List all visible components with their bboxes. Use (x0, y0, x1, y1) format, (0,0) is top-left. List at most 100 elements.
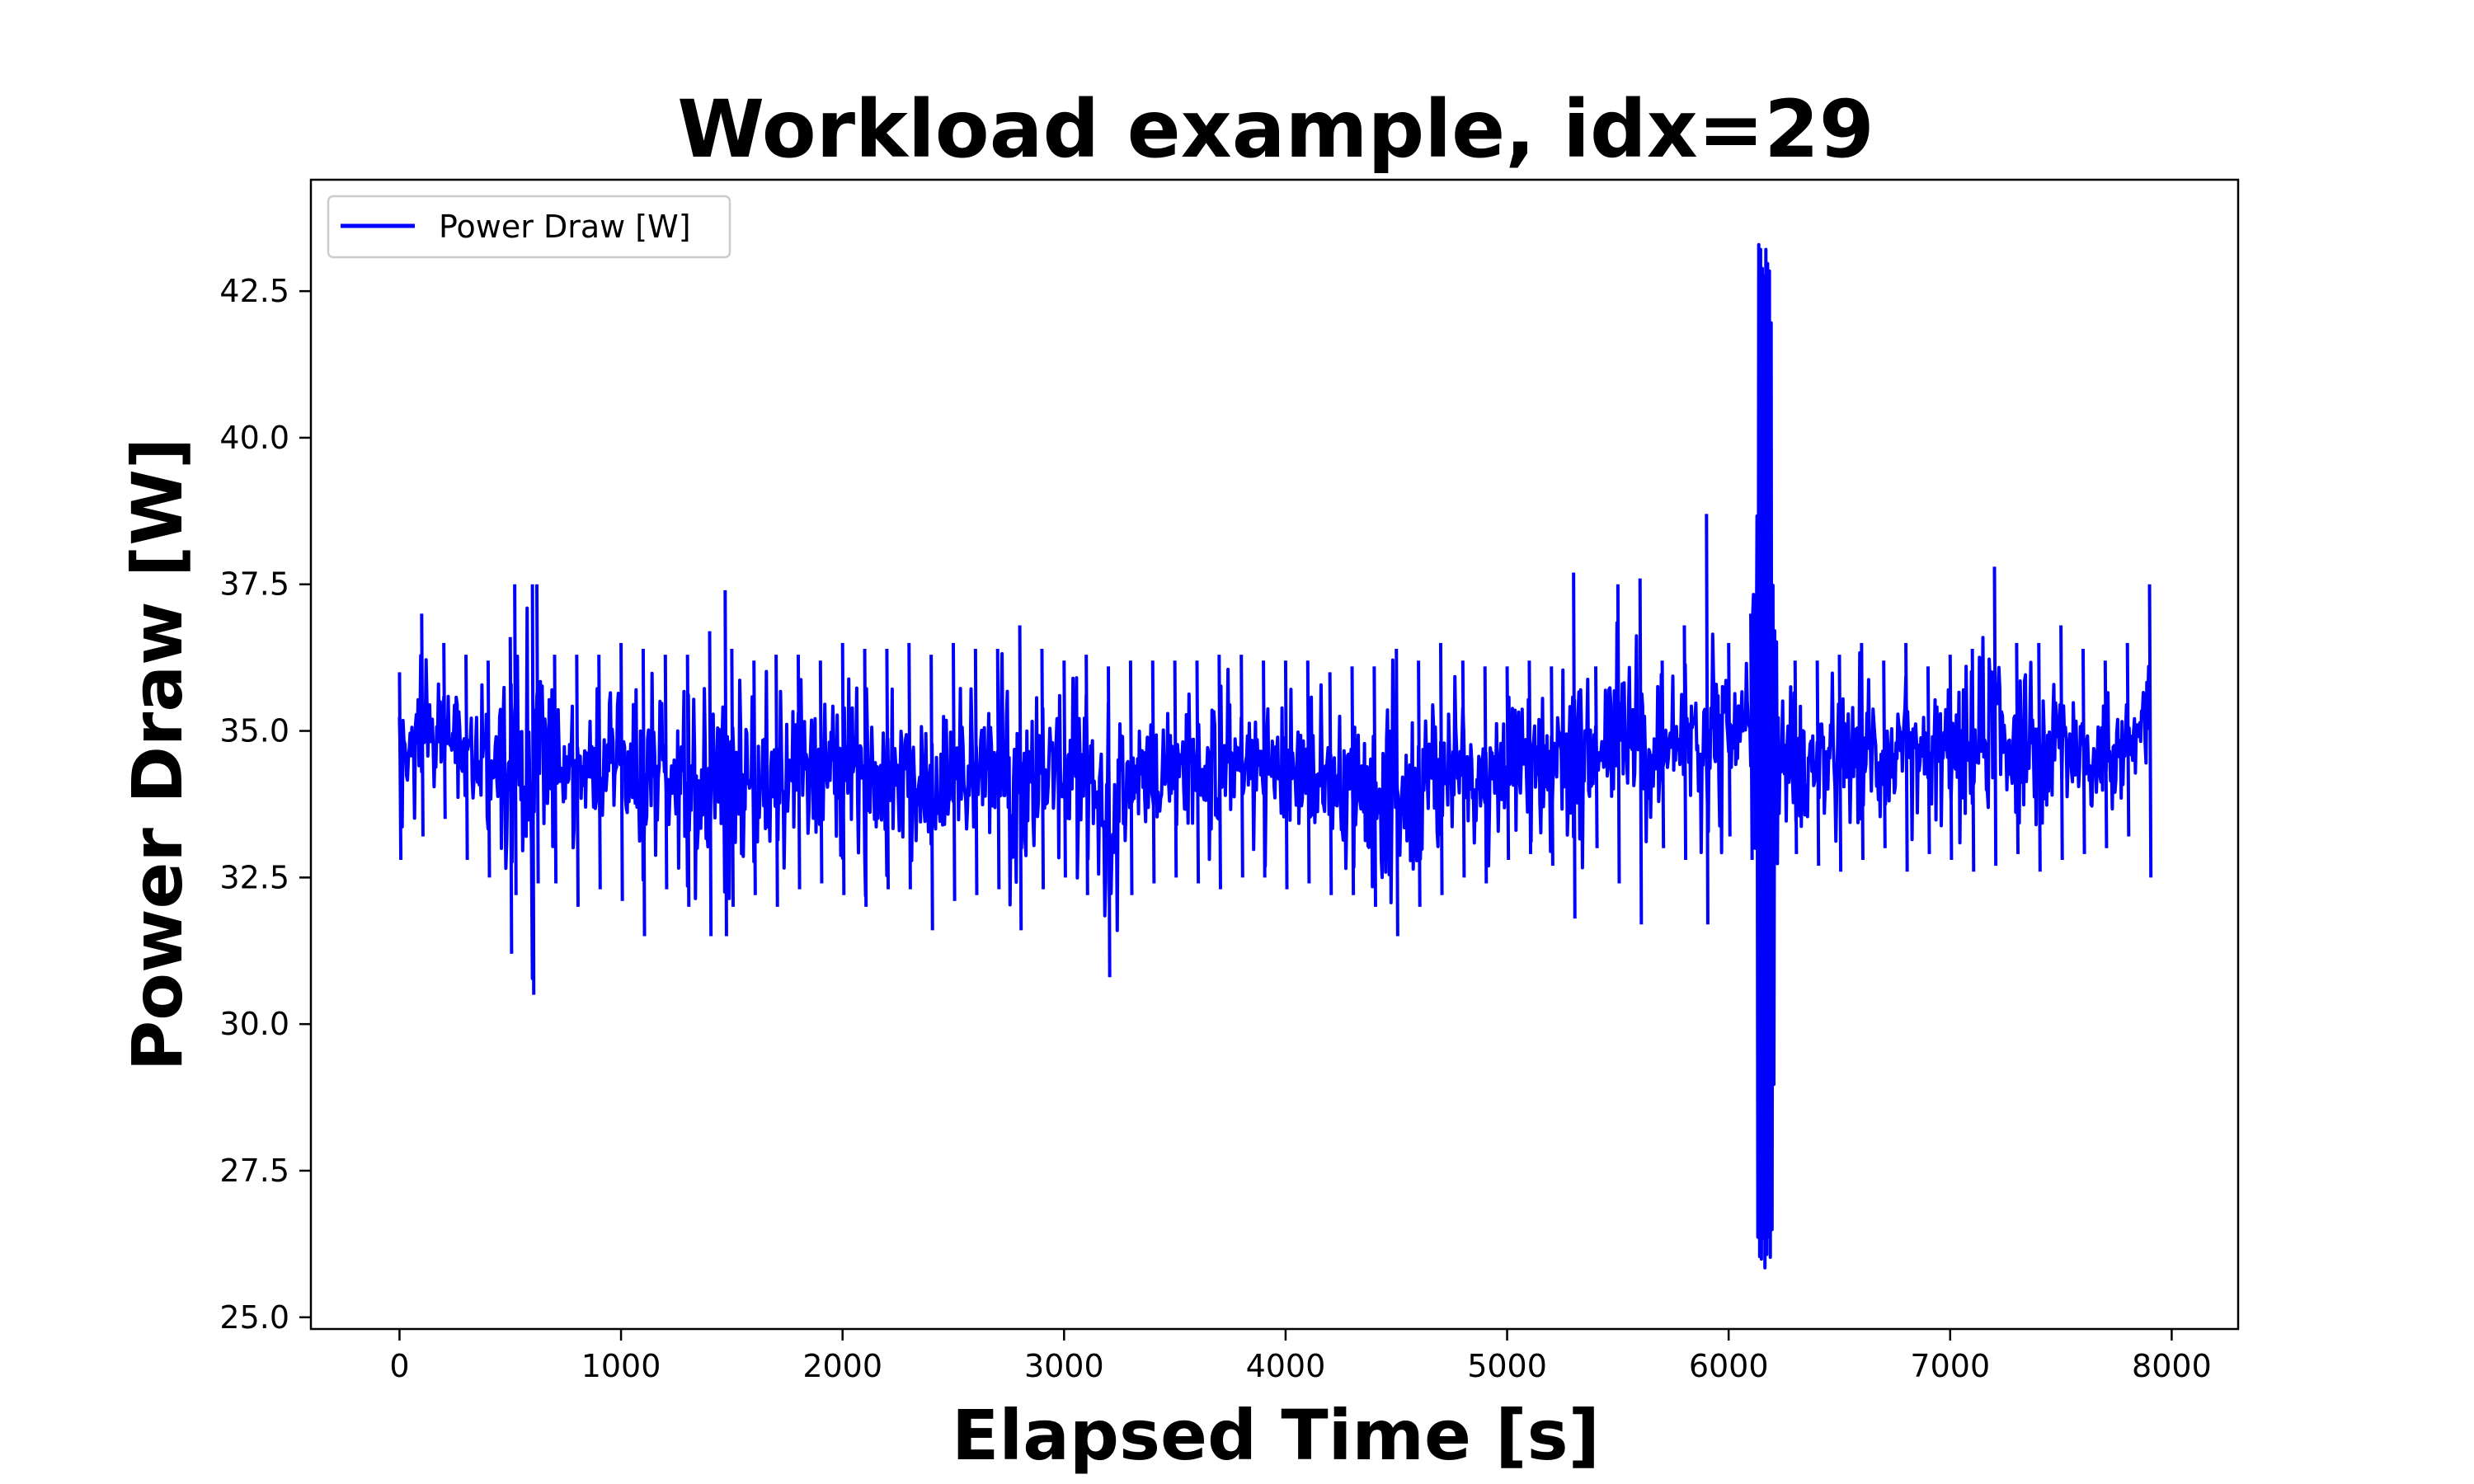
series-extreme-segment (597, 655, 602, 890)
x-axis-label: Elapsed Time [s] (952, 1395, 1600, 1476)
series-extreme-segment (1062, 660, 1067, 878)
series-extreme-segment (1638, 578, 1644, 925)
series-extreme-segment (1705, 514, 1710, 925)
series-extreme-segment (1173, 660, 1178, 878)
series-extreme-segment (2125, 642, 2131, 837)
series-extreme-segment (1150, 660, 1156, 884)
y-tick-label: 37.5 (219, 566, 289, 603)
series-extreme-segment (1107, 666, 1112, 978)
series-extreme-segment (723, 589, 728, 937)
series-extreme-segment (1837, 655, 1843, 872)
y-tick-label: 40.0 (219, 420, 289, 456)
series-extreme-segment (1283, 660, 1289, 890)
series-extreme-segment (774, 655, 779, 907)
series-extreme-segment (1727, 642, 1732, 837)
series-extreme-segment (2059, 625, 2064, 861)
series-extreme-segment (1882, 660, 1887, 848)
series-extreme-segment (397, 672, 403, 861)
series-extreme-segment (995, 648, 1001, 890)
series-extreme-segment (1195, 660, 1201, 884)
series-extreme-segment (1860, 642, 1865, 861)
x-tick-label: 7000 (1910, 1348, 1990, 1384)
x-tick-label: 2000 (802, 1348, 882, 1384)
x-tick-label: 5000 (1467, 1348, 1547, 1384)
series-extreme-segment (1815, 660, 1821, 866)
series-extreme-segment (534, 584, 540, 884)
series-extreme-segment (1483, 666, 1489, 884)
series-extreme-segment (1417, 660, 1422, 907)
series-extreme-segment (2037, 642, 2042, 872)
series-extreme-segment (553, 655, 558, 884)
axes-frame (309, 178, 2240, 1331)
series-extreme-segment (1926, 666, 1931, 854)
x-tick-label: 0 (389, 1348, 409, 1384)
series-extreme-segment (464, 655, 469, 861)
x-tick-label: 3000 (1024, 1348, 1104, 1384)
plot-area (397, 242, 2153, 1270)
series-extreme-segment (486, 660, 492, 878)
series-extreme-segment (1505, 666, 1511, 861)
series-extreme-segment (1527, 660, 1533, 854)
series-extreme-segment (952, 642, 957, 901)
x-tick-label: 4000 (1246, 1348, 1326, 1384)
series-extreme-segment (1438, 642, 1444, 895)
legend-label: Power Draw [W] (439, 209, 691, 245)
series-extreme-segment (1084, 655, 1089, 895)
series-extreme-segment (1616, 584, 1621, 884)
series-extreme-segment (530, 584, 536, 995)
series-extreme-segment (1239, 655, 1244, 878)
chart-title: Workload example, idx=29 (677, 83, 1874, 176)
y-tick-label: 30.0 (219, 1006, 289, 1042)
series-extreme-segment (1040, 648, 1046, 890)
y-tick-label: 35.0 (219, 713, 289, 749)
series-extreme-segment (420, 613, 425, 837)
series-extreme-segment (1305, 660, 1311, 884)
series-extreme-segment (641, 648, 647, 937)
series-extreme-segment (1550, 666, 1554, 866)
series-extreme-segment (1793, 660, 1799, 854)
series-extreme-segment (1328, 672, 1333, 895)
y-tick-label: 27.5 (219, 1153, 289, 1189)
series-extreme-segment (2081, 648, 2086, 854)
y-tick-label: 42.5 (219, 273, 289, 309)
series-extreme-segment (513, 584, 518, 895)
series-extreme-segment (907, 642, 912, 890)
series-extreme-segment (442, 642, 447, 819)
x-tick-label: 6000 (1689, 1348, 1769, 1384)
x-tick-label: 1000 (581, 1348, 661, 1384)
series-extreme-segment (863, 648, 868, 907)
series-extreme-segment (1904, 642, 1909, 872)
series-extreme-segment (2147, 584, 2153, 878)
series-extreme-segment (1018, 625, 1023, 931)
series-extreme-segment (840, 642, 846, 895)
series-extreme-segment (508, 636, 514, 954)
series-line-power-draw (397, 242, 2152, 1270)
series-extreme-segment (708, 631, 713, 937)
series-extreme-segment (1262, 660, 1267, 878)
series-extreme-segment (1594, 666, 1599, 848)
series-extreme-segment (663, 655, 669, 890)
series-extreme-segment (973, 648, 979, 895)
series-extreme-segment (1992, 566, 1998, 866)
series-extreme-segment (1749, 613, 1754, 861)
series-extreme-segment (685, 655, 691, 907)
series-extreme-segment (1460, 660, 1466, 878)
series-extreme-segment (1660, 660, 1666, 848)
series-extreme-segment (1217, 655, 1222, 890)
series-extreme-segment (1682, 625, 1688, 861)
y-tick-label: 32.5 (219, 859, 289, 895)
series-extreme-segment (1948, 655, 1954, 861)
series-extreme-segment (796, 655, 802, 890)
series-extreme-segment (575, 655, 580, 907)
series-extreme-segment (752, 660, 757, 895)
series-extreme-segment (1128, 660, 1134, 895)
axis-ticks: 0 1000 2000 3000 4000 5000 6000 7000 8000 25.0 27.… (219, 273, 2211, 1384)
series-extreme-segment (2103, 660, 2109, 848)
x-tick-label: 8000 (2132, 1348, 2212, 1384)
series-extreme-segment (929, 655, 934, 931)
legend: Power Draw [W] (327, 195, 731, 259)
series-extreme-segment (1970, 648, 1976, 872)
y-axis-label: Power Draw [W] (117, 438, 198, 1072)
series-extreme-segment (1372, 666, 1377, 907)
